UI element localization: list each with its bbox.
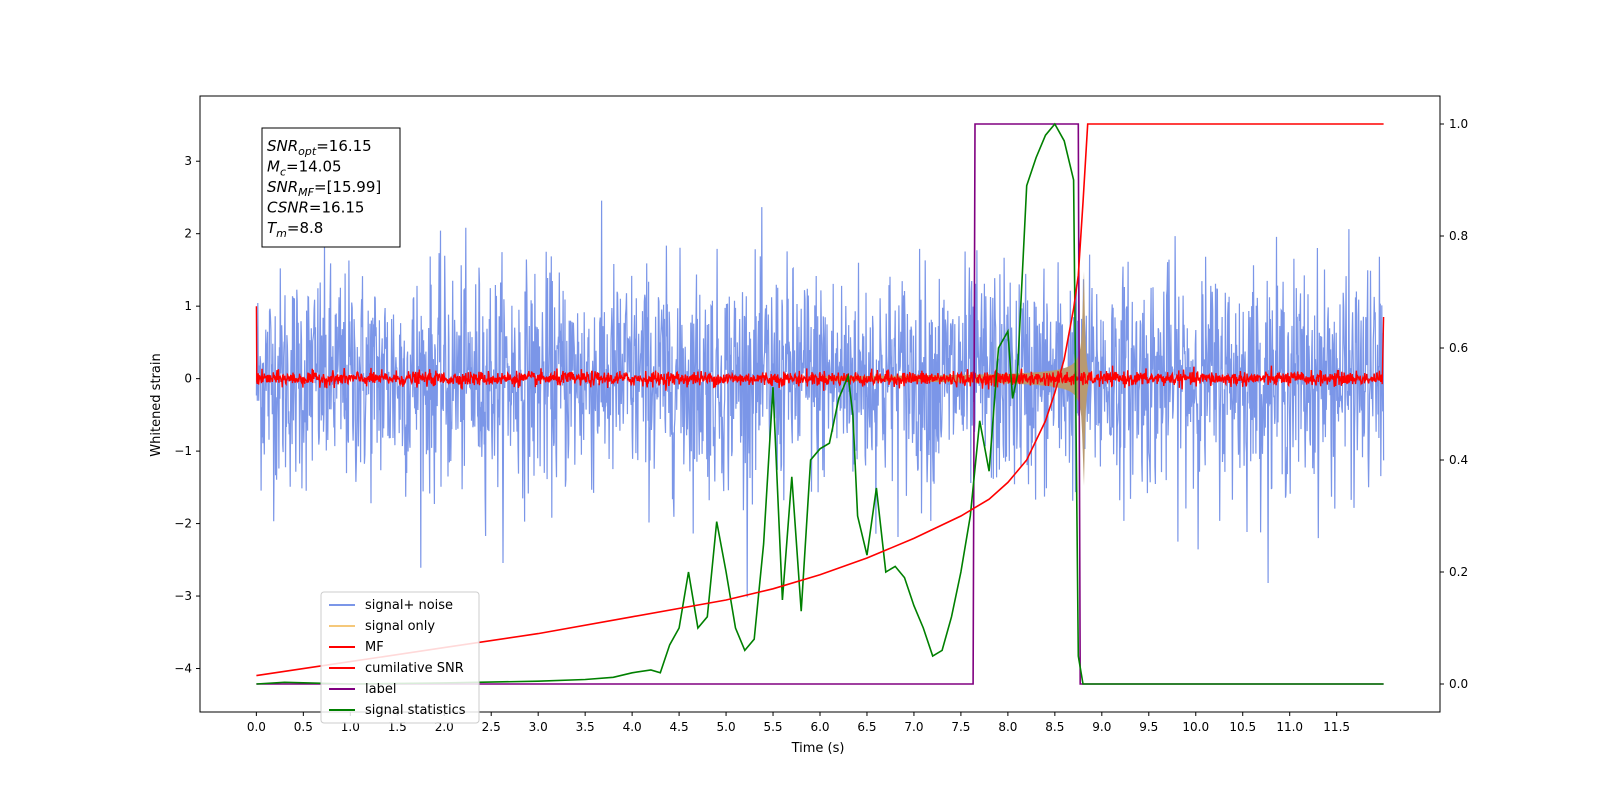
y-left-tick-label: 3 [184,154,192,168]
annotation-line: CSNR=16.15 [267,199,364,217]
x-tick-label: 5.5 [763,720,782,734]
series-mf [255,306,1385,391]
annotation-subscript: opt [298,145,317,158]
annotation-value: =8.8 [287,219,323,237]
x-tick-label: 6.5 [857,720,876,734]
series-cumilative-snr [256,123,1384,677]
x-tick-label: 9.0 [1092,720,1111,734]
x-tick-label: 2.5 [482,720,501,734]
x-tick-label: 4.5 [670,720,689,734]
signal-noise-layer [255,200,1385,598]
x-tick-label: 9.5 [1139,720,1158,734]
annotation-value: =16.15 [316,137,372,155]
y-right-tick-label: 0.8 [1449,229,1468,243]
y-right-tick-label: 0.2 [1449,565,1468,579]
annotation-line: SNRMF=[15.99] [267,178,381,199]
annotation-box: SNRopt=16.15Mc=14.05SNRMF=[15.99]CSNR=16… [261,127,401,248]
y-left-tick-label: −2 [174,517,192,531]
x-tick-label: 7.0 [904,720,923,734]
x-tick-label: 10.0 [1182,720,1209,734]
right-axis-series-layer [256,122,1384,685]
x-tick-label: 6.0 [810,720,829,734]
annotation-value: =16.15 [309,199,365,217]
annotation-symbol: M [267,158,280,176]
y-right-tick-label: 0.6 [1449,341,1468,355]
x-tick-label: 11.0 [1276,720,1303,734]
legend-frame [320,591,480,724]
legend-entry-label: signal only [365,619,435,634]
y-left-tick-label: −4 [174,662,192,676]
annotation-symbol: SNR [267,137,298,155]
x-axis-label: Time (s) [791,741,845,756]
x-tick-label: 8.5 [1045,720,1064,734]
annotation-line: Tm=8.8 [267,219,323,240]
y-left-tick-label: −3 [174,589,192,603]
x-tick-label: 0.5 [294,720,313,734]
annotation-value: =14.05 [286,158,342,176]
legend-entry-label: label [365,682,396,697]
y-left-tick-label: −1 [174,444,192,458]
annotation-symbol: T [267,219,278,237]
annotation-subscript: MF [298,186,314,199]
y-left-tick-label: 0 [184,372,192,386]
x-tick-label: 3.0 [529,720,548,734]
series-signal-plus-noise [255,200,1385,598]
x-tick-label: 4.0 [623,720,642,734]
x-tick-label: 10.5 [1229,720,1256,734]
y-right-tick-label: 1.0 [1449,117,1468,131]
x-tick-label: 7.5 [951,720,970,734]
x-tick-label: 11.5 [1323,720,1350,734]
mf-layer [255,306,1385,391]
annotation-symbol: SNR [267,178,298,196]
x-tick-label: 8.0 [998,720,1017,734]
y-right-tick-label: 0.0 [1449,677,1468,691]
annotation-line: SNRopt=16.15 [267,137,372,158]
legend: signal+ noise signal only MF cumilative SNR… [320,591,480,724]
right-y-axis: 1.0 0.8 0.6 0.4 0.2 0.0 [1440,117,1468,691]
y-left-tick-label: 2 [184,227,192,241]
x-tick-label: 0.0 [247,720,266,734]
y-left-tick-label: 1 [184,299,192,313]
annotation-frame [261,127,401,248]
series-signal-statistics [256,122,1384,685]
x-tick-label: 3.5 [576,720,595,734]
legend-entry-label: signal+ noise [365,598,453,613]
legend-entry-label: MF [365,640,384,655]
y-right-tick-label: 0.4 [1449,453,1468,467]
y-axis-label: Whitened strain [149,353,164,456]
x-tick-label: 5.0 [717,720,736,734]
legend-entry-label: cumilative SNR [365,661,464,676]
left-y-axis: 3 2 1 0 −1 −2 −3 −4 [174,154,200,676]
legend-entry-label: signal statistics [365,703,466,718]
annotation-value: =[15.99] [314,178,381,196]
annotation-subscript: c [280,166,286,179]
annotation-line: Mc=14.05 [267,158,342,179]
annotation-subscript: m [276,227,287,240]
annotation-symbol: CSNR [267,199,309,217]
